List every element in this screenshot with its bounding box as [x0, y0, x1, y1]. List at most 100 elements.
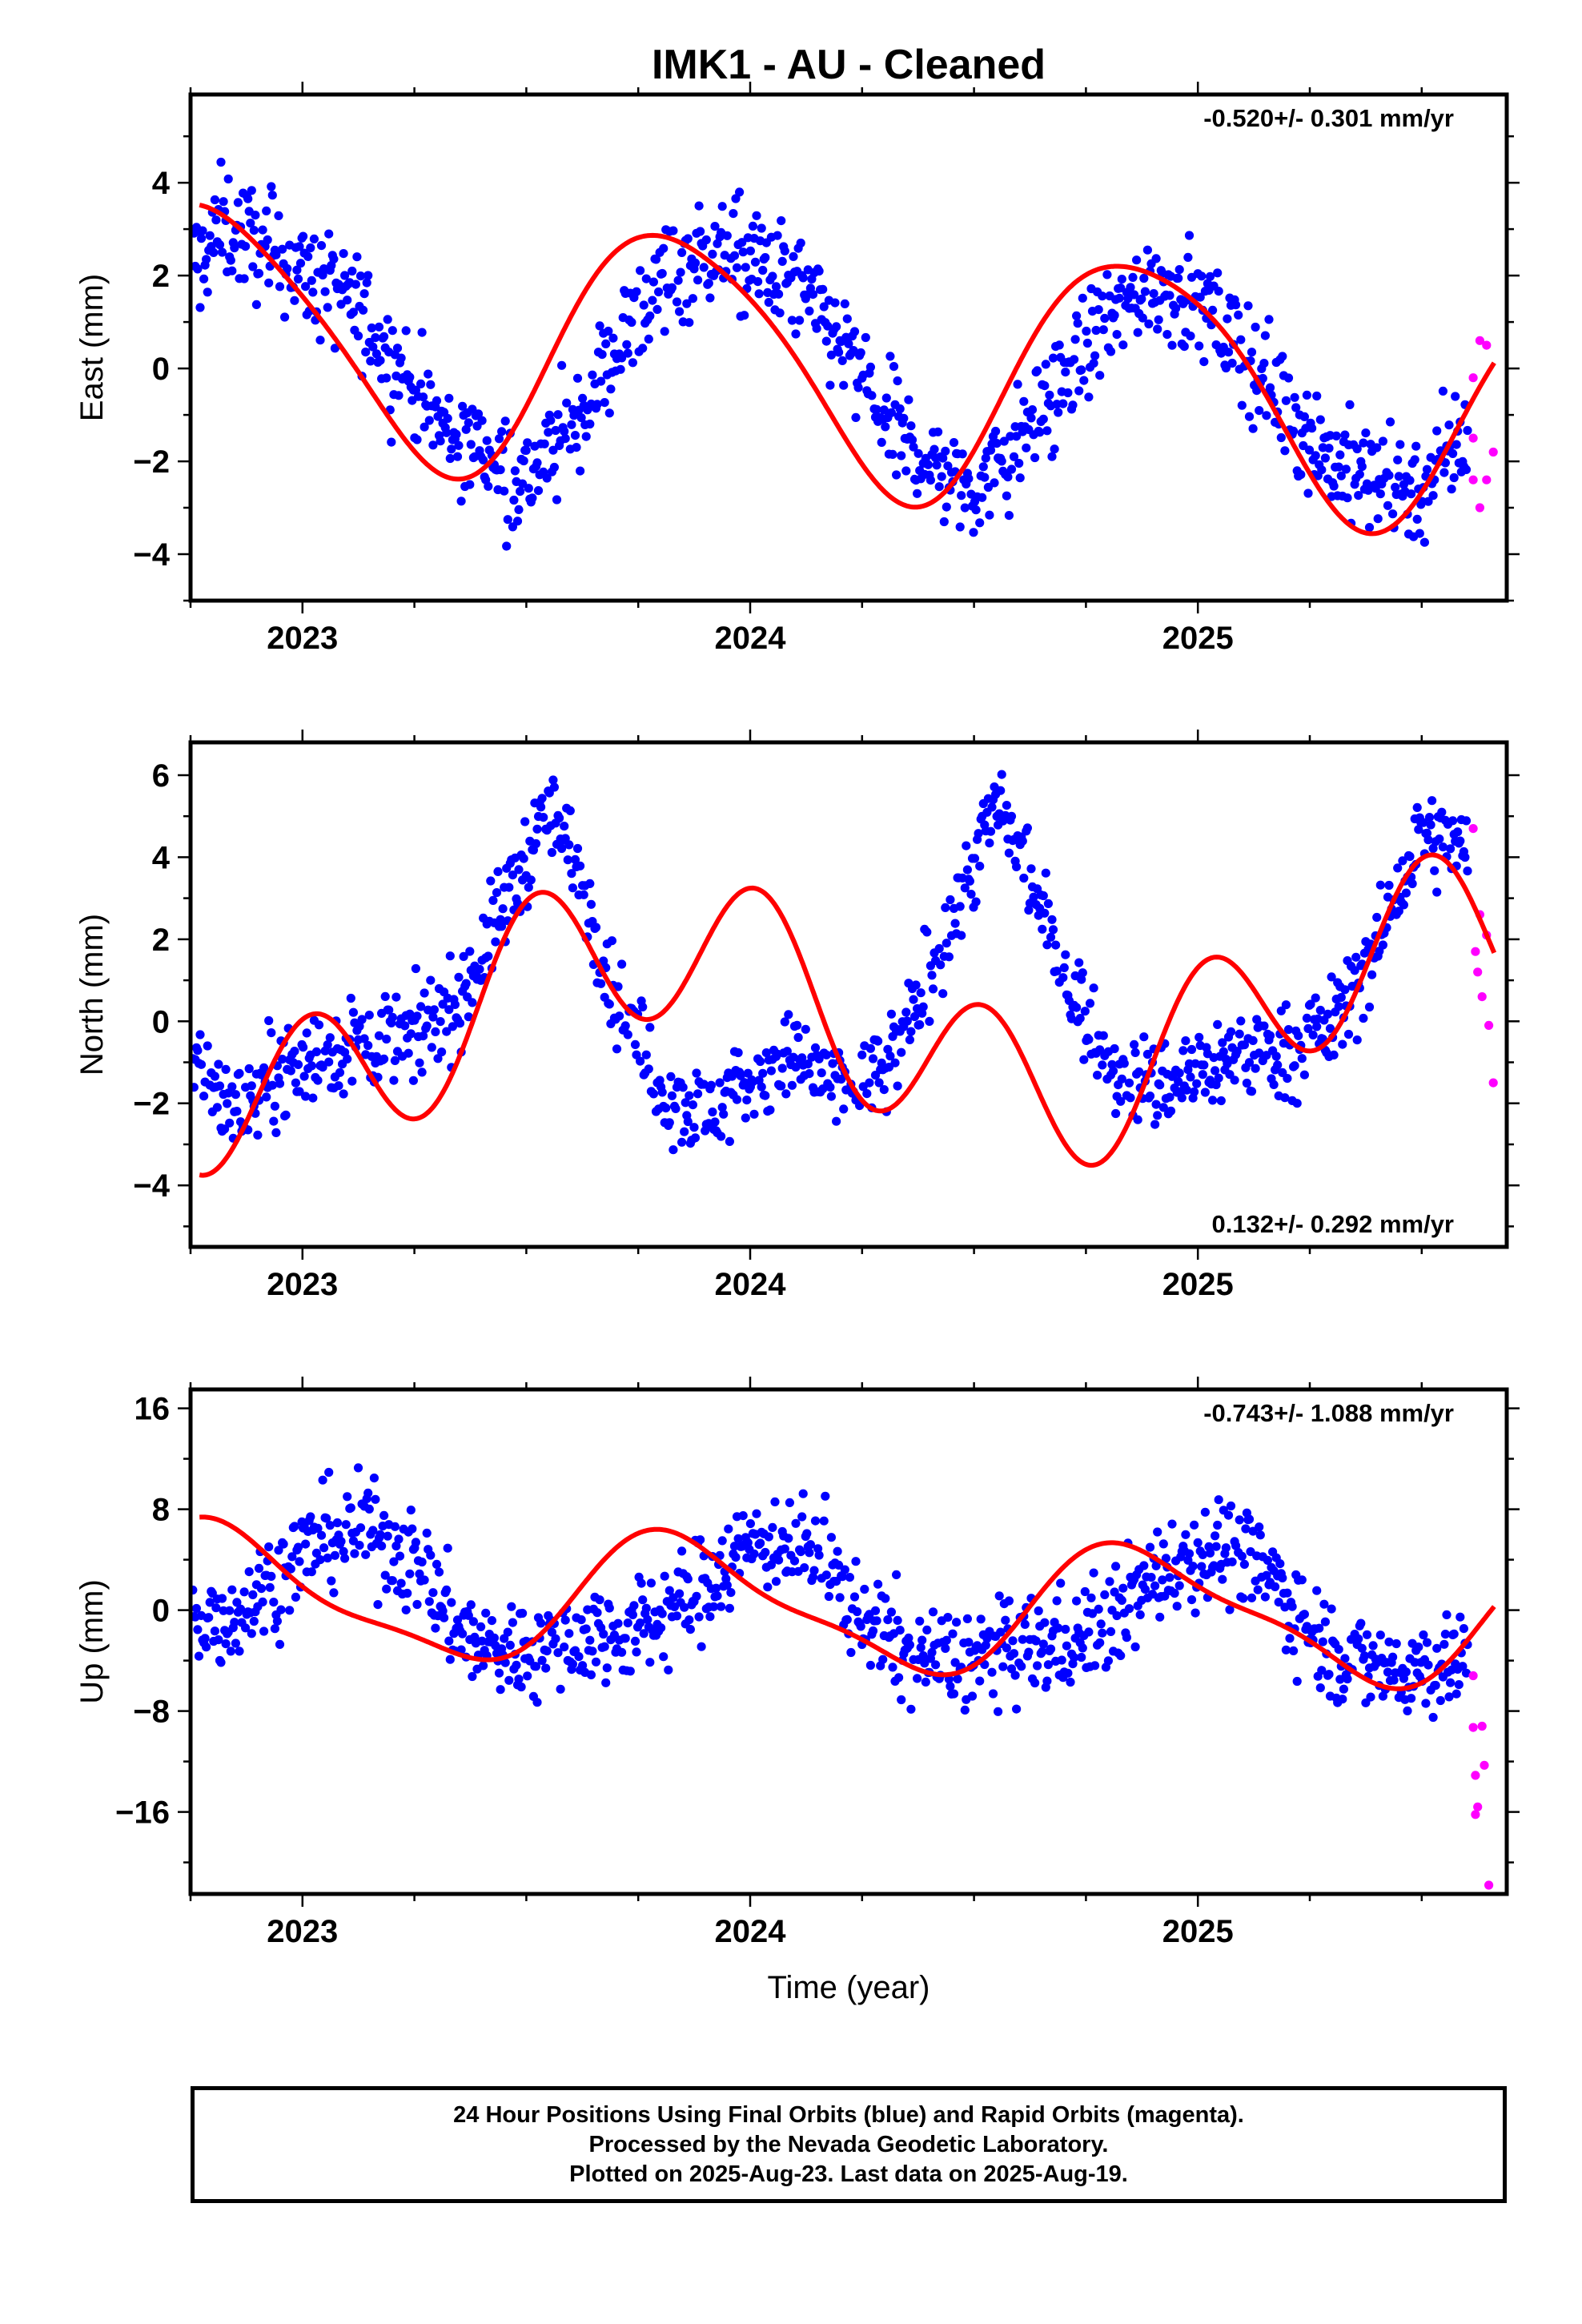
final-point [1098, 1031, 1108, 1040]
final-point [518, 479, 528, 489]
final-point [227, 1082, 237, 1092]
final-point [1259, 359, 1269, 368]
final-point [364, 1011, 374, 1020]
final-point [1106, 1626, 1116, 1636]
final-point [509, 495, 519, 505]
final-point [925, 1016, 934, 1026]
final-point [316, 1530, 327, 1540]
final-point [262, 1092, 271, 1102]
final-point [468, 1617, 479, 1626]
final-point [821, 1491, 830, 1501]
final-point [798, 273, 808, 283]
final-point [444, 393, 454, 403]
final-point [336, 1537, 346, 1546]
final-point [960, 883, 970, 893]
final-point [557, 360, 567, 370]
final-point [1018, 1634, 1027, 1644]
final-point [886, 408, 896, 417]
final-point [1084, 392, 1094, 402]
final-point [645, 1658, 655, 1667]
final-point [834, 348, 844, 357]
final-point [1151, 1561, 1161, 1570]
final-point [210, 1626, 219, 1636]
final-point [247, 1629, 256, 1638]
final-point [768, 1522, 777, 1532]
final-point [645, 1023, 655, 1032]
final-point [552, 495, 562, 505]
final-point [557, 843, 567, 854]
final-point [355, 1021, 364, 1031]
final-point [688, 294, 698, 304]
final-point [570, 431, 580, 440]
final-point [375, 1530, 385, 1539]
final-point [789, 1556, 800, 1566]
final-point [542, 1647, 552, 1656]
final-point [1430, 866, 1439, 875]
final-point [504, 1675, 514, 1685]
final-point [708, 249, 717, 259]
final-point [708, 1107, 717, 1117]
final-point [1287, 1602, 1297, 1611]
final-point [487, 1616, 497, 1626]
final-point [532, 824, 542, 834]
final-point [1239, 1594, 1248, 1603]
final-point [411, 963, 421, 974]
final-point [1150, 1581, 1160, 1590]
final-point [1042, 1676, 1052, 1686]
final-point [339, 1089, 348, 1099]
final-point [1283, 373, 1294, 383]
final-point [408, 1076, 418, 1085]
final-point [645, 311, 655, 321]
final-point [272, 1616, 282, 1626]
final-point [264, 278, 274, 287]
final-point [1426, 820, 1435, 830]
final-point [560, 822, 569, 831]
final-point [1262, 411, 1271, 420]
final-point [654, 287, 664, 297]
final-point [473, 409, 484, 419]
final-point [443, 1543, 452, 1553]
final-point [1422, 464, 1432, 474]
final-point [617, 959, 627, 969]
final-point [1411, 441, 1421, 451]
final-point [567, 869, 576, 879]
final-point [1444, 420, 1454, 430]
final-point [323, 1553, 332, 1563]
final-point [1352, 444, 1362, 454]
final-point [865, 362, 875, 372]
final-point [1447, 485, 1456, 494]
final-point [323, 303, 332, 312]
final-point [905, 1640, 914, 1650]
final-point [665, 1586, 674, 1595]
final-point [1094, 305, 1103, 315]
final-point [203, 1041, 212, 1051]
final-point [379, 1510, 389, 1520]
final-point [1303, 489, 1313, 498]
final-point [998, 1662, 1008, 1671]
final-point [931, 1660, 941, 1670]
final-point [673, 275, 683, 285]
final-point [965, 876, 974, 886]
final-point [1072, 1003, 1082, 1012]
final-point [383, 1531, 392, 1541]
final-point [1145, 1542, 1155, 1552]
final-point [1211, 1066, 1220, 1076]
final-point [957, 491, 966, 501]
final-point [1153, 1111, 1162, 1120]
final-point [334, 1081, 343, 1091]
final-point [737, 238, 747, 247]
final-point [223, 1099, 232, 1108]
final-point [915, 1616, 925, 1626]
final-point [1199, 357, 1209, 367]
final-point [705, 293, 715, 303]
final-point [406, 1506, 416, 1515]
final-point [1248, 1035, 1258, 1045]
final-point [415, 1569, 424, 1578]
final-point [888, 449, 897, 460]
final-point [563, 855, 572, 865]
final-point [215, 240, 225, 250]
final-point [447, 444, 456, 454]
final-point [632, 287, 641, 296]
final-point [340, 1554, 350, 1563]
final-point [1026, 864, 1036, 874]
